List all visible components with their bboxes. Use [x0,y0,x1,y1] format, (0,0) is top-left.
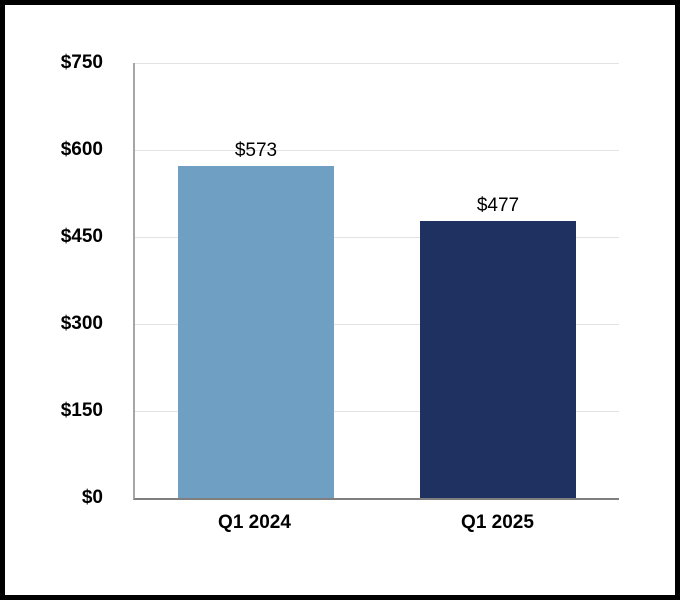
gridline [135,237,619,238]
x-category-label: Q1 2025 [461,512,534,533]
plot-area: $573 $477 [133,63,619,500]
bar-slot: $477 [377,63,619,498]
y-tick-label: $0 [81,487,103,508]
bar-value-label: $573 [234,139,278,161]
bar-slots: $573 $477 [135,63,619,498]
y-tick-label: $300 [60,313,103,334]
gridline [135,63,619,64]
gridline [135,411,619,412]
y-axis-labels: $0 $150 $300 $450 $600 $750 [20,52,103,508]
bar [178,165,334,498]
y-tick-label: $450 [60,226,103,247]
y-tick-label: $750 [60,52,103,73]
x-category-label: Q1 2024 [218,512,291,533]
bar-value-label: $477 [476,195,520,217]
y-tick-label: $600 [60,139,103,160]
bar-slot: $573 [135,63,377,498]
x-axis-labels: Q1 2024 Q1 2025 [133,498,619,534]
bar [420,221,576,498]
gridline [135,324,619,325]
y-tick-label: $150 [60,400,103,421]
gridline [135,150,619,151]
